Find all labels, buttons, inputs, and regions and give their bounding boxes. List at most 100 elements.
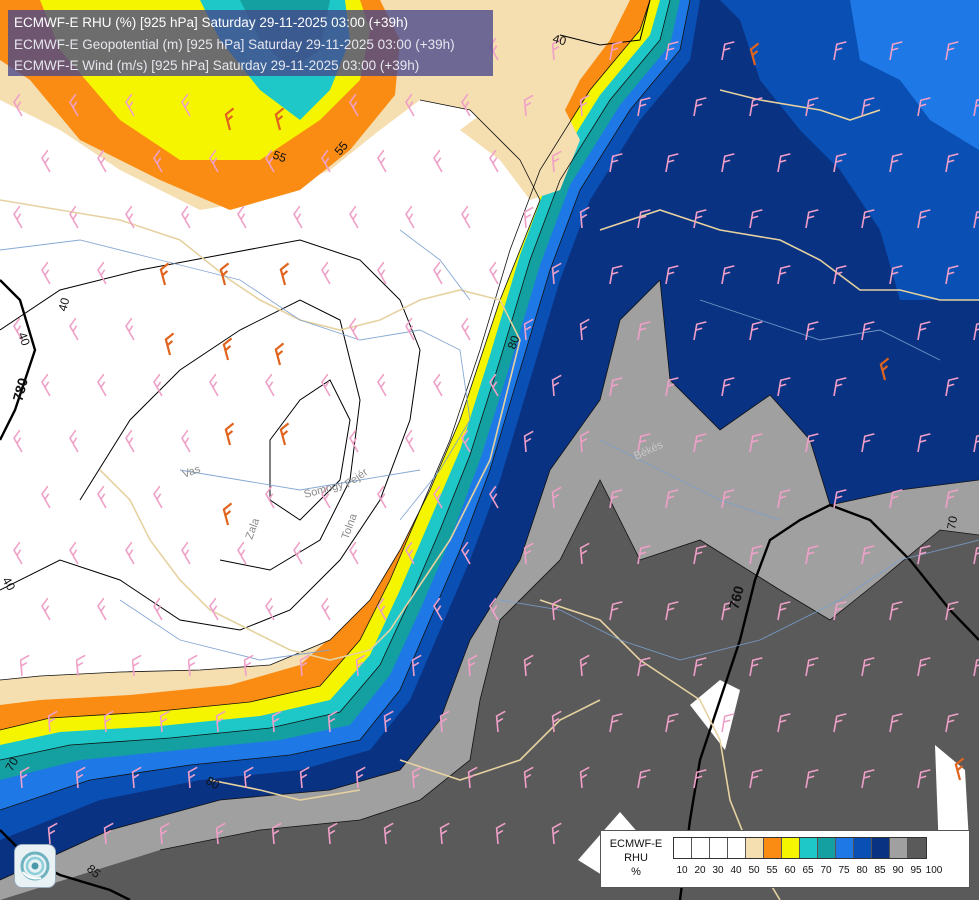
wind-barb <box>805 769 819 789</box>
wind-barb <box>327 710 338 733</box>
map-title-panel: ECMWF-E RHU (%) [925 hPa] Saturday 29-11… <box>8 10 493 76</box>
wind-barb <box>609 713 623 733</box>
rhu-contour-lines <box>0 0 979 881</box>
wind-barb <box>355 766 366 789</box>
wind-barb <box>833 153 847 173</box>
wind-barb <box>777 601 791 621</box>
wind-barb <box>75 766 86 789</box>
wind-barb <box>489 597 499 621</box>
legend-tick: 80 <box>856 865 868 876</box>
wind-barb <box>467 766 478 789</box>
wind-barb <box>153 597 163 621</box>
wind-barb <box>609 265 623 285</box>
wind-barb <box>495 710 506 733</box>
wind-barb <box>945 489 959 509</box>
wind-barb <box>693 545 707 565</box>
wind-barb <box>237 541 247 565</box>
wind-barb <box>125 541 135 565</box>
wind-barb <box>349 429 359 453</box>
wind-barb <box>551 374 562 397</box>
wind-barb <box>749 42 760 66</box>
wind-barb <box>551 822 562 845</box>
wind-barb <box>879 357 890 381</box>
wind-barb <box>153 485 163 509</box>
wind-barb <box>411 766 422 789</box>
wind-barb <box>665 153 679 173</box>
wind-barb <box>693 209 707 229</box>
wind-barb <box>103 710 114 733</box>
wind-barb <box>833 713 847 733</box>
wind-barb <box>439 710 450 733</box>
wind-barb <box>861 657 875 677</box>
wind-barb <box>349 93 359 117</box>
wind-barb <box>579 542 590 565</box>
wind-barb <box>224 422 235 446</box>
wind-barb <box>889 153 903 173</box>
wind-barb <box>243 654 254 677</box>
wind-barb <box>917 657 931 677</box>
wind-barb <box>125 205 135 229</box>
wind-barb <box>69 317 79 341</box>
wind-barb <box>609 377 623 397</box>
wind-barb <box>749 769 763 789</box>
logo-swirl <box>20 851 50 881</box>
wind-barb <box>665 601 679 621</box>
wind-barb <box>405 429 415 453</box>
wind-barb <box>187 654 198 677</box>
wind-barb <box>489 373 499 397</box>
wind-barb <box>209 373 219 397</box>
wind-barb <box>69 205 79 229</box>
contour-label: 80 <box>505 333 523 351</box>
wind-barb <box>579 94 590 117</box>
wind-barb <box>637 433 651 453</box>
wind-barb <box>293 541 303 565</box>
wind-barb <box>523 542 534 565</box>
wind-barb <box>215 710 226 733</box>
wind-barb <box>637 209 651 229</box>
wind-barb <box>222 337 233 361</box>
legend-color-box <box>728 838 746 858</box>
wind-barb <box>209 597 219 621</box>
wind-barb <box>293 205 303 229</box>
wind-barb <box>945 41 959 61</box>
title-wind: ECMWF-E Wind (m/s) [925 hPa] Saturday 29… <box>14 58 420 73</box>
wind-barb <box>97 149 107 173</box>
ecmwf-swirl-logo-icon <box>14 844 56 888</box>
wind-barb <box>433 373 443 397</box>
wind-barb <box>917 433 931 453</box>
wind-barb <box>551 262 562 285</box>
wind-barb <box>609 489 623 509</box>
wind-barb <box>637 321 651 341</box>
legend-color-box <box>764 838 782 858</box>
legend-tick: 95 <box>910 865 922 876</box>
wind-barb <box>749 209 763 229</box>
title-rhu: ECMWF-E RHU (%) [925 hPa] Saturday 29-11… <box>14 15 409 30</box>
wind-barb <box>13 429 23 453</box>
contour-label: 40 <box>551 31 568 48</box>
wind-barb <box>164 332 175 356</box>
wind-barb <box>637 769 651 789</box>
wind-barb <box>321 373 331 397</box>
wind-barb <box>243 766 254 789</box>
wind-barb <box>224 107 235 131</box>
wind-barb <box>405 205 415 229</box>
wind-barb <box>523 766 534 789</box>
wind-barb <box>265 597 275 621</box>
wind-barb <box>777 489 791 509</box>
wind-barb <box>271 822 282 845</box>
wind-barb <box>383 710 394 733</box>
wind-barb <box>665 377 679 397</box>
wind-barb <box>299 654 310 677</box>
wind-barb <box>523 654 534 677</box>
wind-barb <box>833 377 847 397</box>
legend-tick: 65 <box>802 865 814 876</box>
wind-barb <box>609 153 623 173</box>
wind-barb <box>551 598 562 621</box>
wind-barb <box>299 766 310 789</box>
wind-barb <box>41 149 51 173</box>
wind-barb <box>665 713 679 733</box>
wind-barb <box>489 149 499 173</box>
wind-barb <box>889 41 903 61</box>
